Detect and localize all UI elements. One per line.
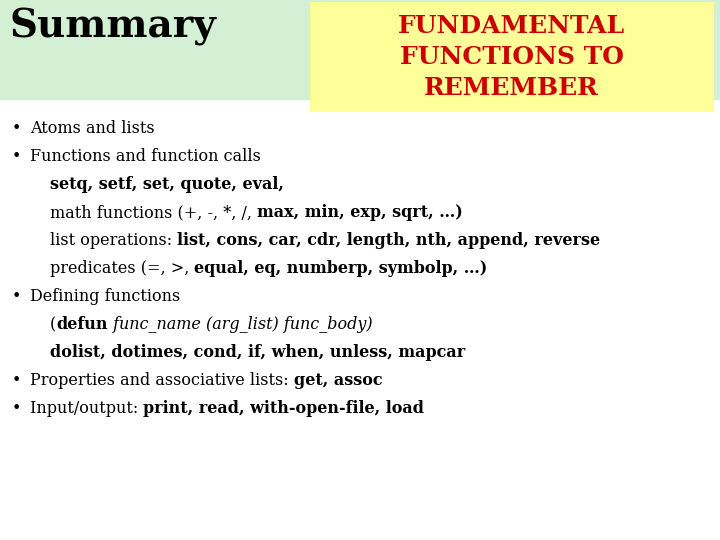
Text: equal, eq, numberp, symbolp, …): equal, eq, numberp, symbolp, …) xyxy=(194,260,487,277)
Text: func_name (arg_list) func_body): func_name (arg_list) func_body) xyxy=(108,316,372,333)
Text: Defining functions: Defining functions xyxy=(30,288,180,305)
Text: Input/output:: Input/output: xyxy=(30,400,143,417)
Text: Atoms and lists: Atoms and lists xyxy=(30,120,155,137)
Text: (: ( xyxy=(50,316,56,333)
Text: •: • xyxy=(12,372,22,389)
Text: list operations:: list operations: xyxy=(50,232,177,249)
Text: Properties and associative lists:: Properties and associative lists: xyxy=(30,372,294,389)
Text: math functions (+, -, *, /,: math functions (+, -, *, /, xyxy=(50,204,257,221)
Text: defun: defun xyxy=(56,316,108,333)
Text: print, read, with-open-file, load: print, read, with-open-file, load xyxy=(143,400,424,417)
Text: predicates (=, >,: predicates (=, >, xyxy=(50,260,194,277)
Text: dolist, dotimes, cond, if, when, unless, mapcar: dolist, dotimes, cond, if, when, unless,… xyxy=(50,344,465,361)
Text: •: • xyxy=(12,288,22,305)
Text: •: • xyxy=(12,120,22,137)
Text: •: • xyxy=(12,400,22,417)
FancyBboxPatch shape xyxy=(310,2,714,112)
Text: Functions and function calls: Functions and function calls xyxy=(30,148,261,165)
Text: max, min, exp, sqrt, …): max, min, exp, sqrt, …) xyxy=(257,204,463,221)
Text: setq, setf, set, quote, eval,: setq, setf, set, quote, eval, xyxy=(50,176,284,193)
Text: get, assoc: get, assoc xyxy=(294,372,382,389)
Text: Summary: Summary xyxy=(10,8,217,46)
Text: FUNDAMENTAL
FUNCTIONS TO
REMEMBER: FUNDAMENTAL FUNCTIONS TO REMEMBER xyxy=(398,14,626,99)
Text: •: • xyxy=(12,148,22,165)
Text: list, cons, car, cdr, length, nth, append, reverse: list, cons, car, cdr, length, nth, appen… xyxy=(177,232,600,249)
FancyBboxPatch shape xyxy=(0,0,720,100)
